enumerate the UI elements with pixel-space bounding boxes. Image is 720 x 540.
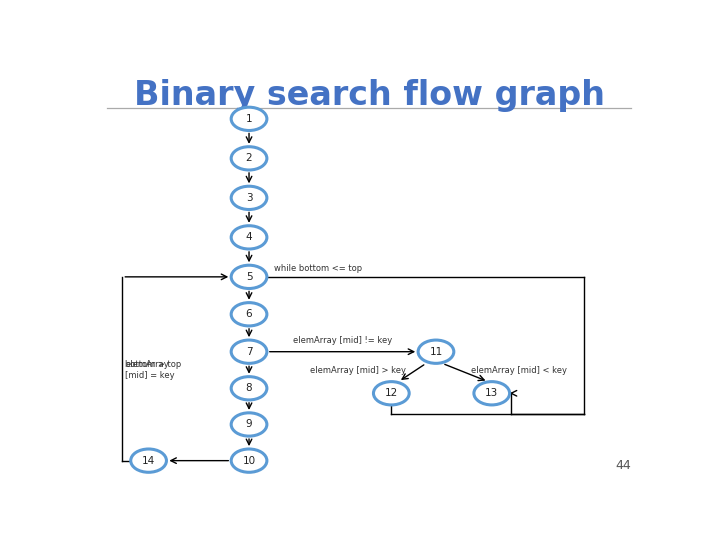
Ellipse shape <box>231 107 267 131</box>
Ellipse shape <box>231 147 267 170</box>
Ellipse shape <box>131 449 166 472</box>
Ellipse shape <box>231 449 267 472</box>
Text: 4: 4 <box>246 232 252 242</box>
Text: elemArray
[mid] = key: elemArray [mid] = key <box>125 360 175 380</box>
Ellipse shape <box>418 340 454 363</box>
Ellipse shape <box>231 302 267 326</box>
Ellipse shape <box>231 340 267 363</box>
Text: 5: 5 <box>246 272 252 282</box>
Ellipse shape <box>231 226 267 249</box>
Text: 1: 1 <box>246 114 252 124</box>
Ellipse shape <box>231 265 267 288</box>
Ellipse shape <box>231 413 267 436</box>
Text: bottom > top: bottom > top <box>125 360 181 369</box>
Text: 11: 11 <box>429 347 443 357</box>
Text: 3: 3 <box>246 193 252 203</box>
Ellipse shape <box>374 382 409 405</box>
Text: elemArray [mid] < key: elemArray [mid] < key <box>471 366 567 375</box>
Text: 44: 44 <box>616 460 631 472</box>
Text: 6: 6 <box>246 309 252 319</box>
Text: elemArray [mid] != key: elemArray [mid] != key <box>293 336 392 346</box>
Text: 2: 2 <box>246 153 252 164</box>
Text: 12: 12 <box>384 388 398 399</box>
Text: 8: 8 <box>246 383 252 393</box>
Ellipse shape <box>231 186 267 210</box>
Text: elemArray [mid] > key: elemArray [mid] > key <box>310 366 405 375</box>
Text: Binary search flow graph: Binary search flow graph <box>133 79 605 112</box>
Text: 9: 9 <box>246 420 252 429</box>
Text: 13: 13 <box>485 388 498 399</box>
Text: 14: 14 <box>142 456 156 465</box>
Ellipse shape <box>474 382 510 405</box>
Text: while bottom <= top: while bottom <= top <box>274 264 361 273</box>
Ellipse shape <box>231 377 267 400</box>
Text: 10: 10 <box>243 456 256 465</box>
Text: 7: 7 <box>246 347 252 357</box>
